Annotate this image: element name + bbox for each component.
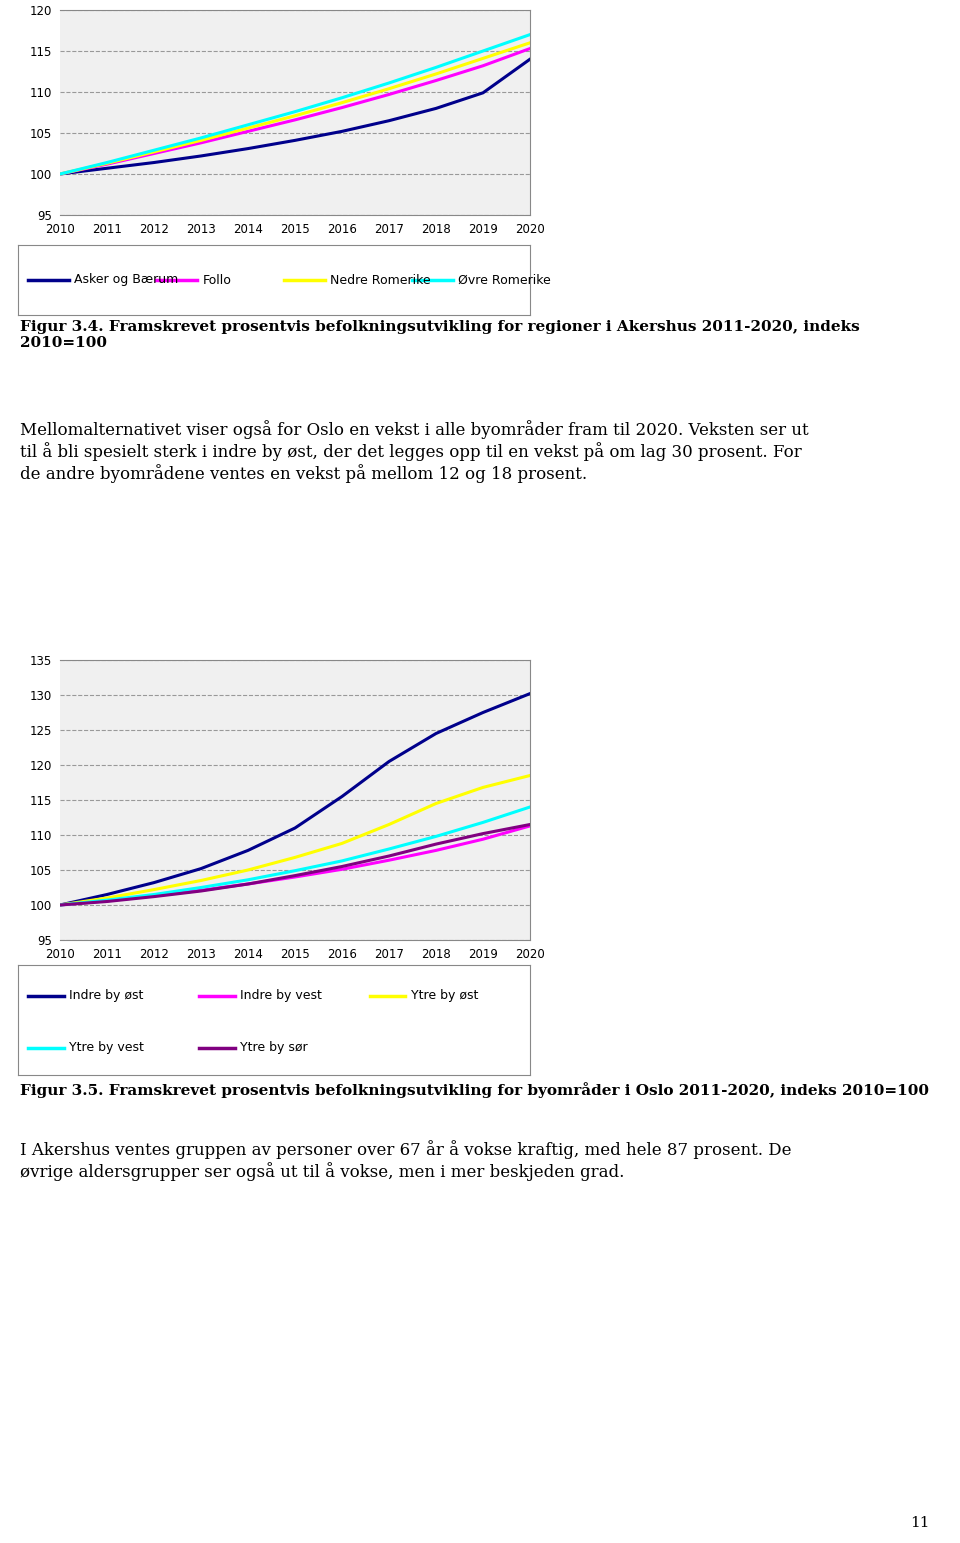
Text: I Akershus ventes gruppen av personer over 67 år å vokse kraftig, med hele 87 pr: I Akershus ventes gruppen av personer ov…	[20, 1140, 791, 1180]
Text: Øvre Romerike: Øvre Romerike	[458, 273, 551, 287]
Text: Figur 3.5. Framskrevet prosentvis befolkningsutvikling for byområder i Oslo 2011: Figur 3.5. Framskrevet prosentvis befolk…	[20, 1082, 929, 1099]
Text: Nedre Romerike: Nedre Romerike	[330, 273, 431, 287]
Text: Indre by vest: Indre by vest	[240, 989, 322, 1003]
Text: Follo: Follo	[203, 273, 231, 287]
Text: Asker og Bærum: Asker og Bærum	[74, 273, 179, 287]
Text: Figur 3.4. Framskrevet prosentvis befolkningsutvikling for regioner i Akershus 2: Figur 3.4. Framskrevet prosentvis befolk…	[20, 319, 860, 350]
Text: Ytre by vest: Ytre by vest	[69, 1042, 144, 1054]
Text: Indre by øst: Indre by øst	[69, 989, 144, 1003]
Text: Ytre by sør: Ytre by sør	[240, 1042, 307, 1054]
Text: 11: 11	[910, 1517, 930, 1531]
Text: Mellomalternativet viser også for Oslo en vekst i alle byområder fram til 2020. : Mellomalternativet viser også for Oslo e…	[20, 420, 808, 483]
Text: Ytre by øst: Ytre by øst	[411, 989, 478, 1003]
